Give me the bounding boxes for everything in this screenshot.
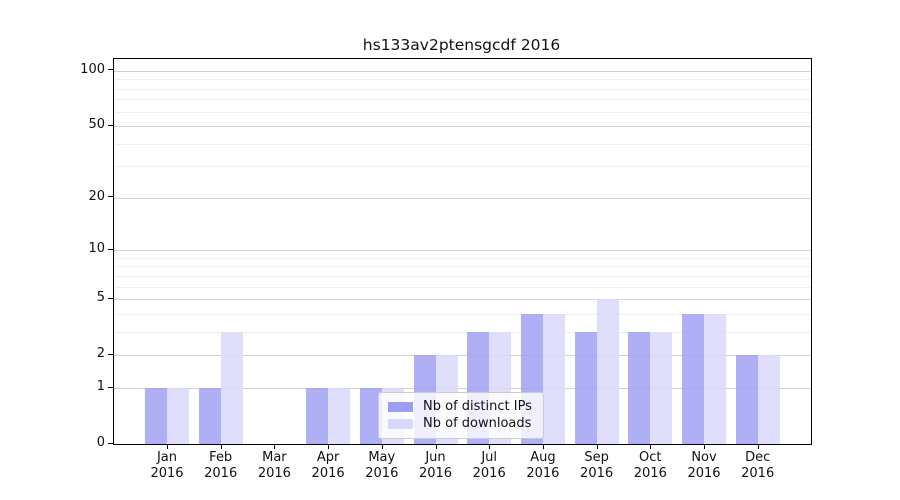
bar-downloads-dec	[757, 355, 780, 444]
x-tick-label-may: May 2016	[365, 450, 399, 481]
chart-title: hs133av2ptensgcdf 2016	[362, 36, 561, 54]
legend-swatch-distinct-ips	[388, 401, 413, 412]
minor-gridline	[114, 88, 811, 90]
x-tick-mark	[274, 444, 276, 449]
y-tick-mark	[108, 124, 113, 126]
x-tick-mark	[328, 444, 330, 449]
bar-distinct-ips-nov	[682, 313, 704, 444]
bar-downloads-oct	[650, 331, 673, 444]
major-gridline	[114, 250, 811, 252]
bar-downloads-sep	[596, 299, 619, 444]
bar-distinct-ips-dec	[735, 355, 758, 444]
y-tick-mark	[108, 248, 113, 250]
minor-gridline	[114, 143, 811, 145]
bar-distinct-ips-feb	[198, 388, 221, 444]
minor-gridline	[114, 166, 811, 168]
legend-label-distinct-ips: Nb of distinct IPs	[423, 399, 532, 414]
legend: Nb of distinct IPs Nb of downloads	[378, 392, 544, 439]
x-tick-label-apr: Apr 2016	[311, 450, 345, 481]
bar-distinct-ips-oct	[628, 331, 651, 444]
x-tick-mark	[704, 444, 705, 449]
y-tick-label: 5	[96, 290, 105, 306]
bar-downloads-aug	[542, 313, 565, 444]
y-tick-mark	[108, 386, 113, 388]
y-tick-mark	[108, 196, 113, 198]
x-tick-label-feb: Feb 2016	[204, 450, 238, 481]
bar-distinct-ips-apr	[306, 388, 329, 444]
minor-gridline	[114, 331, 811, 333]
y-tick-label: 100	[80, 61, 105, 77]
minor-gridline	[114, 286, 811, 288]
x-tick-label-sep: Sep 2016	[580, 450, 614, 481]
major-gridline	[114, 299, 811, 301]
legend-label-downloads: Nb of downloads	[423, 416, 532, 431]
x-tick-mark	[757, 444, 759, 449]
x-tick-label-jan: Jan 2016	[150, 450, 184, 481]
major-gridline	[114, 355, 811, 357]
legend-item-downloads: Nb of downloads	[388, 415, 532, 432]
bar-distinct-ips-sep	[574, 331, 597, 444]
x-tick-mark	[489, 444, 491, 449]
major-gridline	[114, 388, 811, 389]
minor-gridline	[114, 257, 811, 259]
x-tick-mark	[596, 444, 598, 449]
x-tick-mark	[167, 444, 168, 449]
plot-area	[113, 58, 812, 445]
y-tick-mark	[108, 442, 113, 444]
x-tick-mark	[381, 444, 383, 449]
x-tick-label-nov: Nov 2016	[687, 450, 721, 481]
minor-gridline	[114, 275, 811, 277]
bar-distinct-ips-may	[359, 388, 382, 444]
y-tick-label: 50	[88, 117, 105, 133]
bar-distinct-ips-jan	[145, 388, 167, 444]
x-tick-label-mar: Mar 2016	[257, 450, 291, 481]
minor-gridline	[114, 99, 811, 101]
minor-gridline	[114, 79, 811, 81]
legend-item-distinct-ips: Nb of distinct IPs	[388, 398, 532, 415]
x-tick-label-jul: Jul 2016	[472, 450, 506, 481]
y-tick-label: 0	[96, 435, 105, 450]
bar-downloads-nov	[704, 313, 726, 444]
y-tick-mark	[108, 69, 113, 71]
y-tick-label: 1	[96, 379, 105, 394]
bar-downloads-feb	[220, 331, 243, 444]
x-tick-label-dec: Dec 2016	[741, 450, 775, 481]
x-tick-mark	[650, 444, 652, 449]
minor-gridline	[114, 266, 811, 268]
bar-downloads-apr	[328, 388, 351, 444]
y-tick-label: 10	[88, 241, 105, 257]
x-tick-label-jun: Jun 2016	[418, 450, 453, 481]
major-gridline	[114, 126, 811, 128]
legend-swatch-downloads	[388, 418, 413, 429]
x-tick-label-oct: Oct 2016	[633, 450, 667, 481]
major-gridline	[114, 70, 811, 72]
minor-gridline	[114, 313, 811, 315]
major-gridline	[114, 197, 811, 199]
x-tick-mark	[220, 444, 222, 449]
y-tick-label: 20	[88, 188, 105, 204]
y-tick-mark	[108, 353, 113, 355]
x-tick-mark	[542, 444, 544, 449]
x-tick-label-aug: Aug 2016	[526, 450, 560, 481]
y-tick-mark	[108, 297, 113, 299]
y-tick-label: 2	[96, 346, 105, 362]
bar-downloads-jan	[167, 388, 189, 444]
minor-gridline	[114, 111, 811, 113]
x-tick-mark	[435, 444, 437, 449]
